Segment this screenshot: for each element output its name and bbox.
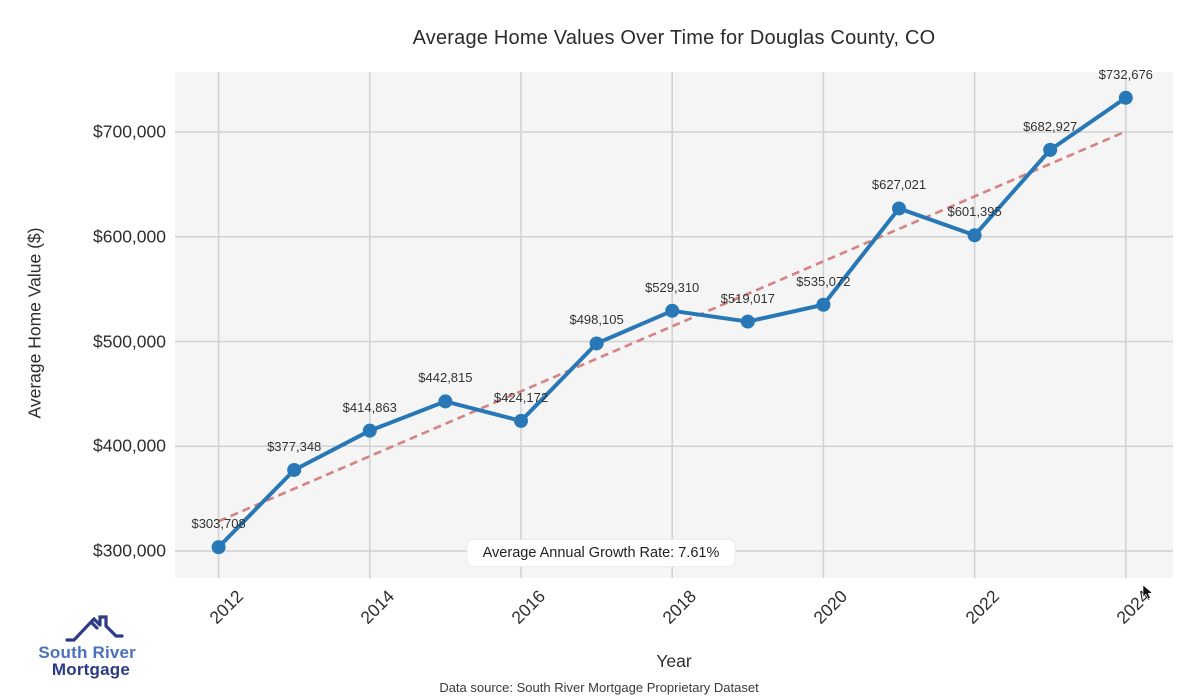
- data-point-2014: [362, 423, 377, 438]
- x-tick-2012: 2012: [205, 586, 247, 628]
- point-label-2013: $377,348: [267, 438, 322, 454]
- chart-title: Average Home Values Over Time for Dougla…: [412, 27, 936, 49]
- plot-area: $303,708 $377,348 $414,863 $442,815 $424,172…: [175, 67, 1173, 578]
- logo: South River Mortgage: [24, 612, 136, 680]
- data-point-2016: [514, 413, 528, 428]
- data-point-2019: [740, 314, 755, 329]
- point-label-2014: $414,863: [342, 399, 397, 415]
- x-tick-2020: 2020: [809, 586, 852, 628]
- data-point-2017: [589, 336, 604, 351]
- x-tick-2014: 2014: [356, 586, 398, 628]
- point-label-2012: $303,708: [191, 516, 246, 532]
- x-axis-label: Year: [656, 651, 692, 671]
- trend-line: [218, 130, 1127, 523]
- point-label-2019: $519,017: [720, 290, 775, 306]
- y-axis-label: Average Home Value ($): [24, 227, 45, 419]
- data-point-2020: [816, 297, 831, 312]
- y-tick-600000: $600,000: [93, 226, 166, 247]
- point-label-2020: $535,072: [796, 273, 851, 289]
- x-tick-2018: 2018: [658, 586, 701, 628]
- point-label-2024: $732,676: [1098, 66, 1153, 82]
- data-point-2022: [967, 228, 982, 243]
- data-point-2021: [892, 201, 906, 216]
- logo-text-line1: South River: [38, 643, 136, 662]
- point-label-2022: $601,395: [947, 204, 1002, 220]
- point-label-2018: $529,310: [645, 279, 700, 295]
- data-point-2012: [211, 540, 226, 555]
- growth-rate-annotation: Average Annual Growth Rate: 7.61%: [466, 539, 736, 567]
- point-label-2023: $682,927: [1023, 118, 1078, 134]
- y-tick-500000: $500,000: [93, 331, 166, 351]
- line-chart: [175, 72, 1173, 578]
- data-point-2013: [287, 462, 302, 477]
- data-point-2018: [665, 303, 680, 318]
- data-point-2024: [1118, 90, 1133, 105]
- x-tick-2016: 2016: [507, 586, 550, 628]
- point-label-2017: $498,105: [569, 312, 624, 328]
- point-label-2015: $442,815: [418, 370, 473, 386]
- data-point-2023: [1043, 142, 1058, 157]
- x-tick-2022: 2022: [961, 586, 1003, 628]
- point-label-2021: $627,021: [871, 177, 927, 193]
- y-tick-300000: $300,000: [93, 540, 166, 561]
- data-source-caption: Data source: South River Mortgage Propri…: [439, 680, 759, 695]
- data-point-2015: [438, 394, 453, 409]
- house-roof-icon: [65, 615, 124, 642]
- point-label-2016: $424,172: [493, 389, 549, 405]
- logo-text-line2: Mortgage: [51, 660, 130, 679]
- y-tick-400000: $400,000: [93, 435, 166, 456]
- y-tick-700000: $700,000: [93, 121, 166, 142]
- mouse-cursor: [1142, 585, 1154, 600]
